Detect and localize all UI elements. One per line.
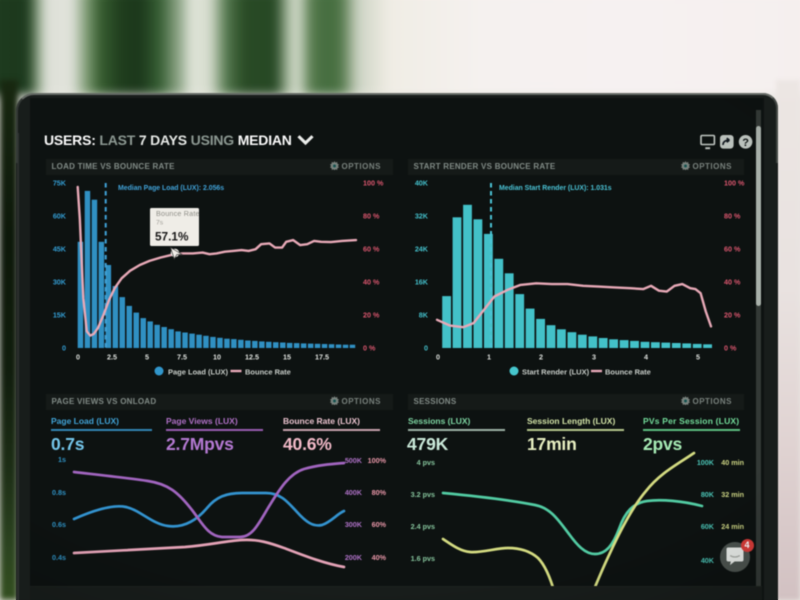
svg-text:0 %: 0 % (724, 344, 737, 353)
svg-text:8K: 8K (419, 311, 429, 320)
svg-text:17.5: 17.5 (315, 353, 329, 362)
svg-text:80%: 80% (372, 488, 387, 497)
svg-text:75K: 75K (53, 179, 67, 188)
svg-text:100%: 100% (368, 456, 387, 465)
svg-text:300K: 300K (345, 520, 363, 529)
svg-text:1s: 1s (58, 455, 66, 464)
svg-text:0: 0 (436, 353, 440, 362)
svg-text:Page Load (LUX): Page Load (LUX) (168, 368, 229, 377)
svg-text:15: 15 (283, 353, 291, 362)
svg-text:60 %: 60 % (363, 245, 380, 254)
svg-text:45K: 45K (53, 245, 67, 254)
svg-text:15K: 15K (53, 311, 67, 320)
svg-text:20 %: 20 % (363, 311, 380, 320)
svg-text:60K: 60K (53, 212, 67, 221)
svg-text:32K: 32K (415, 212, 429, 221)
svg-text:20 %: 20 % (724, 311, 741, 320)
svg-text:0: 0 (76, 353, 80, 362)
svg-text:10: 10 (213, 353, 221, 362)
svg-text:0: 0 (424, 344, 428, 353)
svg-text:200K: 200K (345, 553, 363, 562)
svg-text:30K: 30K (53, 278, 67, 287)
svg-text:1: 1 (487, 353, 491, 362)
svg-text:2.5: 2.5 (107, 353, 117, 362)
svg-text:Bounce Rate: Bounce Rate (245, 368, 291, 377)
svg-text:40K: 40K (415, 179, 429, 188)
svg-text:40 %: 40 % (724, 278, 741, 287)
svg-text:Start Render (LUX): Start Render (LUX) (522, 368, 590, 377)
svg-text:2: 2 (539, 353, 543, 362)
svg-text:24 min: 24 min (721, 522, 744, 531)
svg-text:40 %: 40 % (363, 278, 380, 287)
svg-text:80 %: 80 % (363, 212, 380, 221)
svg-text:40 min: 40 min (721, 458, 744, 467)
svg-text:100 %: 100 % (363, 179, 384, 188)
svg-text:60 %: 60 % (724, 245, 741, 254)
svg-text:Median Start Render (LUX): 1.0: Median Start Render (LUX): 1.031s (499, 185, 612, 192)
svg-text:4 pvs: 4 pvs (417, 458, 435, 467)
svg-text:Median Page Load (LUX): 2.056s: Median Page Load (LUX): 2.056s (118, 185, 224, 192)
svg-text:0.8s: 0.8s (52, 488, 66, 497)
svg-text:400K: 400K (345, 488, 363, 497)
svg-text:32 min: 32 min (721, 490, 744, 499)
svg-text:12.5: 12.5 (245, 353, 259, 362)
svg-text:60%: 60% (372, 520, 387, 529)
svg-text:Bounce Rate: Bounce Rate (156, 209, 200, 218)
svg-text:0.4s: 0.4s (52, 553, 66, 562)
svg-text:40K: 40K (701, 556, 715, 565)
svg-text:500K: 500K (345, 456, 363, 465)
svg-text:1.6 pvs: 1.6 pvs (411, 554, 435, 563)
svg-text:4: 4 (644, 353, 648, 362)
svg-text:7s: 7s (156, 220, 164, 227)
svg-text:3.2 pvs: 3.2 pvs (411, 490, 435, 499)
svg-text:60K: 60K (701, 522, 715, 531)
svg-text:5: 5 (696, 353, 700, 362)
svg-text:100 %: 100 % (724, 179, 745, 188)
svg-text:3: 3 (592, 353, 596, 362)
svg-text:5: 5 (145, 353, 149, 362)
svg-text:24K: 24K (415, 245, 429, 254)
svg-text:16K: 16K (415, 278, 429, 287)
svg-text:0 %: 0 % (363, 344, 376, 353)
svg-text:0: 0 (62, 344, 66, 353)
svg-text:40%: 40% (372, 553, 387, 562)
svg-text:7.5: 7.5 (177, 353, 187, 362)
svg-text:57.1%: 57.1% (155, 230, 189, 244)
svg-text:80K: 80K (701, 490, 715, 499)
svg-text:2.4 pvs: 2.4 pvs (411, 522, 435, 531)
svg-text:80 %: 80 % (724, 212, 741, 221)
svg-text:Bounce Rate: Bounce Rate (605, 368, 651, 377)
svg-text:0.6s: 0.6s (52, 520, 66, 529)
svg-text:100K: 100K (697, 458, 715, 467)
